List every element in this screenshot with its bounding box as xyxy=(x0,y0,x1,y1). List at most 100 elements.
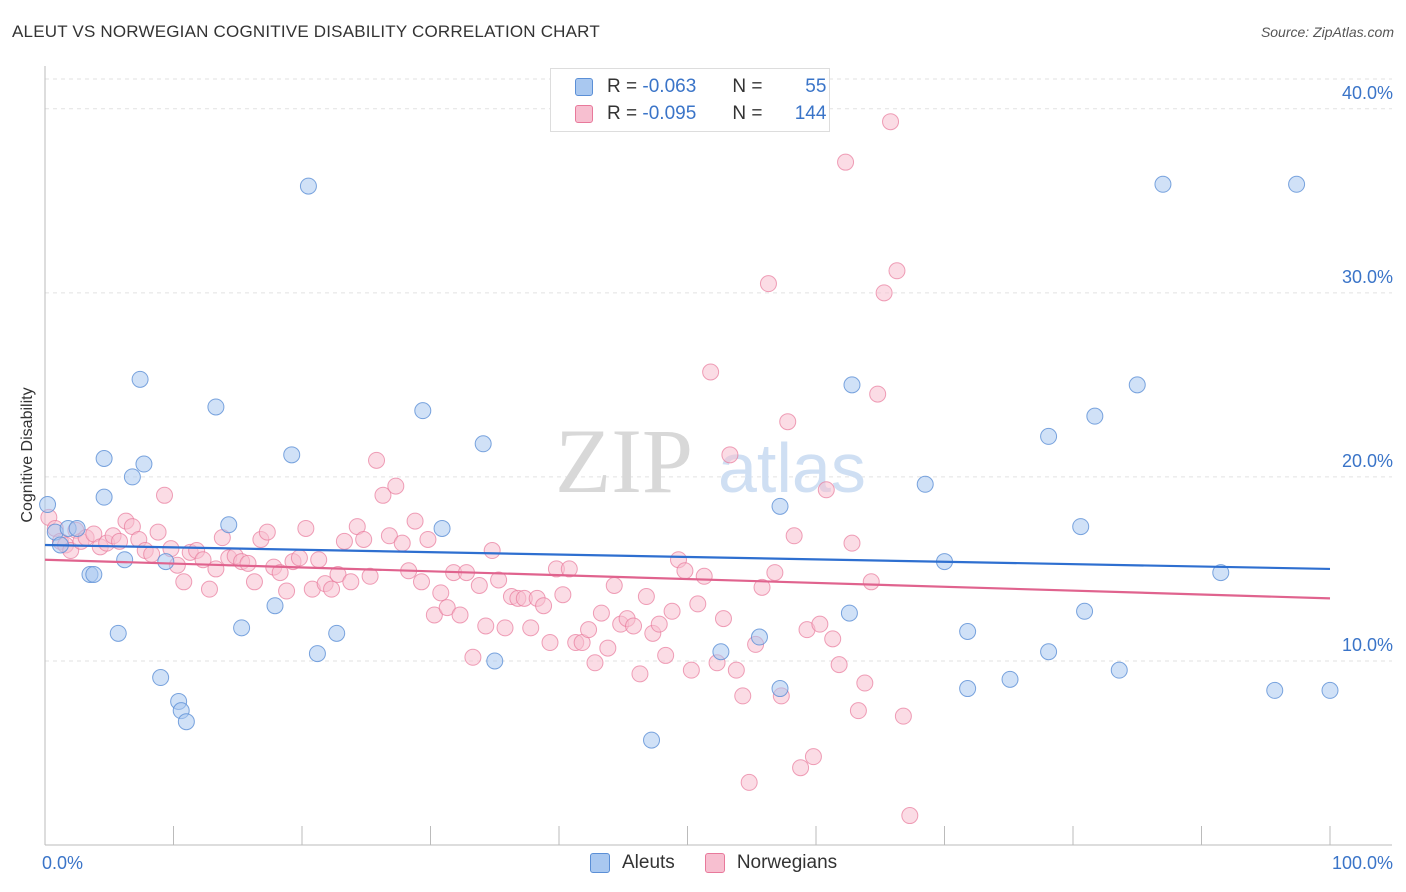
aleuts-point xyxy=(771,497,789,515)
norwegians-point xyxy=(605,576,623,594)
norwegians-point xyxy=(271,564,289,582)
norwegians-point xyxy=(599,639,617,657)
norwegians-point xyxy=(804,748,822,766)
norwegians-point xyxy=(702,363,720,381)
x-tick-label-max: 100.0% xyxy=(1332,853,1393,873)
norwegians-point xyxy=(759,275,777,293)
n-value-aleuts: 55 xyxy=(805,76,827,97)
aleuts-point xyxy=(1128,376,1146,394)
norwegians-point xyxy=(637,588,655,606)
aleuts-point xyxy=(643,731,661,749)
aleuts-point xyxy=(840,604,858,622)
norwegians-point xyxy=(380,527,398,545)
aleuts-point xyxy=(414,402,432,420)
norwegians-swatch xyxy=(575,105,593,123)
norwegians-legend-label: Norwegians xyxy=(736,852,838,873)
aleuts-point xyxy=(1154,175,1172,193)
norwegians-point xyxy=(149,523,167,541)
legend-row-norwegians: R = -0.095 N = 144 xyxy=(575,100,826,128)
norwegians-trend-line xyxy=(44,558,1331,600)
aleuts-point xyxy=(220,516,238,534)
norwegians-point xyxy=(451,606,469,624)
x-tick-label-min: 0.0% xyxy=(42,853,83,873)
norwegians-point xyxy=(290,549,308,567)
norwegians-point xyxy=(894,707,912,725)
norwegians-point xyxy=(413,573,431,591)
norwegians-point xyxy=(837,153,855,171)
aleuts-point xyxy=(157,553,175,571)
norwegians-point xyxy=(432,584,450,602)
norwegians-point xyxy=(869,385,887,403)
aleuts-legend-swatch xyxy=(590,853,610,873)
y-tick-label: 10.0% xyxy=(1342,635,1393,655)
aleuts-point xyxy=(299,177,317,195)
y-tick-label: 30.0% xyxy=(1342,267,1393,287)
aleuts-point xyxy=(843,376,861,394)
norwegians-point xyxy=(297,519,315,537)
aleuts-point xyxy=(123,468,141,486)
norwegians-point xyxy=(477,617,495,635)
n-label: N = xyxy=(732,103,763,124)
norwegians-points xyxy=(40,113,919,825)
norwegians-point xyxy=(824,630,842,648)
norwegians-legend-swatch xyxy=(704,853,725,873)
legend-row-aleuts: R = -0.063 N = 55 xyxy=(575,73,826,101)
norwegians-point xyxy=(811,615,829,633)
watermark-zip: ZIP xyxy=(555,410,693,512)
norwegians-point xyxy=(792,759,810,777)
norwegians-point xyxy=(625,617,643,635)
norwegians-point xyxy=(663,602,681,620)
trend-lines xyxy=(44,543,1331,600)
norwegians-point xyxy=(541,634,559,652)
norwegians-point xyxy=(830,656,848,674)
aleuts-point xyxy=(207,398,225,416)
n-value-norwegians: 144 xyxy=(794,103,827,124)
aleuts-point xyxy=(712,643,730,661)
norwegians-point xyxy=(734,687,752,705)
norwegians-point xyxy=(335,532,353,550)
aleuts-point xyxy=(1086,407,1104,425)
norwegians-point xyxy=(676,562,694,580)
norwegians-point xyxy=(753,578,771,596)
legend-item-aleuts[interactable]: Aleuts xyxy=(590,852,675,874)
norwegians-point xyxy=(766,564,784,582)
norwegians-point xyxy=(882,113,900,131)
aleuts-point xyxy=(266,597,284,615)
r-value-norwegians: -0.095 xyxy=(642,103,697,124)
aleuts-point xyxy=(135,455,153,473)
norwegians-point xyxy=(483,542,501,560)
aleuts-point xyxy=(283,446,301,464)
norwegians-point xyxy=(361,567,379,585)
aleuts-point xyxy=(750,628,768,646)
aleuts-point xyxy=(1288,175,1306,193)
norwegians-point xyxy=(785,527,803,545)
norwegians-point xyxy=(470,576,488,594)
tick-labels: 10.0% 20.0% 30.0% 40.0% 0.0% 100.0% xyxy=(42,83,1393,873)
y-tick-label: 20.0% xyxy=(1342,451,1393,471)
aleuts-point xyxy=(474,435,492,453)
norwegians-point xyxy=(721,446,739,464)
aleuts-point xyxy=(109,624,127,642)
aleuts-point xyxy=(1321,681,1339,699)
norwegians-point xyxy=(862,573,880,591)
norwegians-point xyxy=(200,580,218,598)
norwegians-point xyxy=(496,619,514,637)
norwegians-point xyxy=(856,674,874,692)
norwegians-point xyxy=(323,580,341,598)
legend-item-norwegians[interactable]: Norwegians xyxy=(704,852,838,874)
norwegians-point xyxy=(875,284,893,302)
norwegians-point xyxy=(393,534,411,552)
aleuts-point xyxy=(1072,518,1090,536)
aleuts-point xyxy=(916,475,934,493)
norwegians-point xyxy=(817,481,835,499)
norwegians-point xyxy=(368,451,386,469)
norwegians-point xyxy=(631,665,649,683)
aleuts-point xyxy=(1001,670,1019,688)
aleuts-point xyxy=(116,551,134,569)
axes xyxy=(44,66,1392,846)
norwegians-point xyxy=(779,413,797,431)
watermark-atlas: atlas xyxy=(718,429,866,507)
chart-title: ALEUT VS NORWEGIAN COGNITIVE DISABILITY … xyxy=(12,22,600,41)
norwegians-point xyxy=(239,554,257,572)
